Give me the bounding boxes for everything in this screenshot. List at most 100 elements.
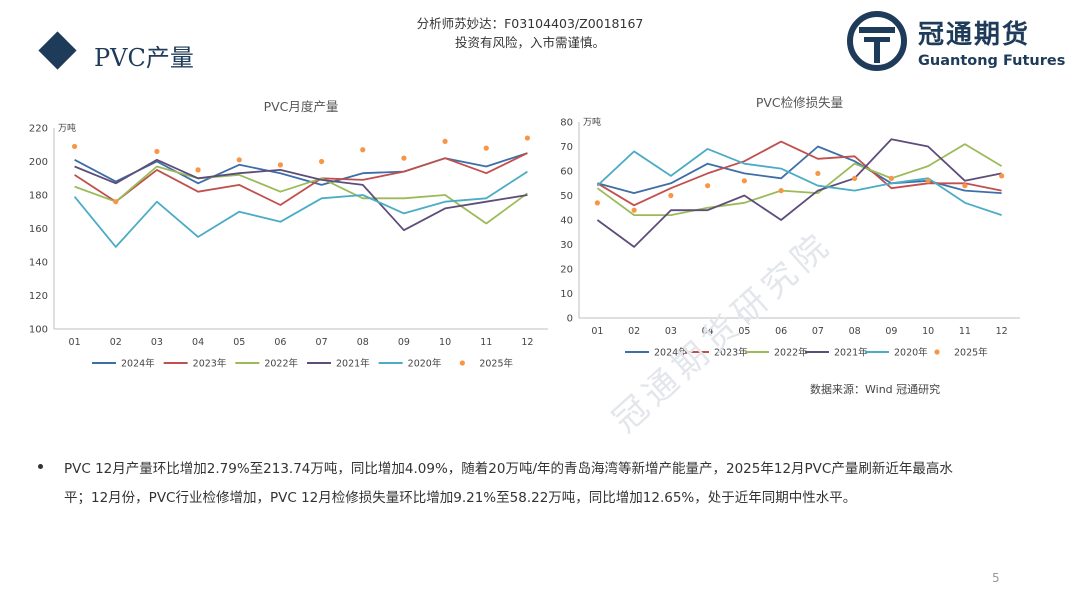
y-tick-label: 30 <box>560 240 573 251</box>
legend-label: 2021年 <box>834 347 868 359</box>
series-line-2022年 <box>74 165 528 225</box>
series-line-2021年 <box>596 138 1002 248</box>
x-tick-label: 01 <box>591 326 603 337</box>
title-diamond-icon <box>38 31 77 70</box>
page-number: 5 <box>992 571 1000 585</box>
x-tick-label: 03 <box>151 337 163 348</box>
x-tick-label: 08 <box>849 326 861 337</box>
analyst-line: 分析师苏妙达：F03104403/Z0018167 <box>416 16 644 31</box>
y-tick-label: 180 <box>29 191 48 202</box>
data-point-2025年 <box>631 207 637 213</box>
x-tick-label: 05 <box>738 326 750 337</box>
y-tick-label: 200 <box>29 157 48 168</box>
x-tick-label: 06 <box>775 326 787 337</box>
x-tick-label: 02 <box>110 337 122 348</box>
logo-english-name: Guantong Futures <box>918 53 1066 69</box>
data-point-2025年 <box>852 175 858 181</box>
x-tick-label: 07 <box>812 326 824 337</box>
series-line-2024年 <box>74 152 528 186</box>
company-logo: 冠通期货 Guantong Futures <box>846 10 1076 74</box>
data-source: 数据来源：Wind 冠通研究 <box>810 383 941 396</box>
chart-title: PVC检修损失量 <box>756 95 843 110</box>
data-point-2025年 <box>277 162 284 168</box>
analyst-info: 分析师苏妙达：F03104403/Z0018167 投资有风险，入市需谨慎。 <box>380 14 680 52</box>
series-line-2023年 <box>596 140 1002 207</box>
y-tick-label: 50 <box>560 191 573 202</box>
x-tick-label: 04 <box>702 326 714 337</box>
legend-label: 2024年 <box>654 347 688 359</box>
data-point-2025年 <box>668 192 674 199</box>
legend-label: 2024年 <box>121 358 155 370</box>
data-point-2025年 <box>815 170 821 177</box>
legend-label: 2020年 <box>894 347 928 359</box>
data-point-2025年 <box>401 155 407 161</box>
x-tick-label: 09 <box>398 337 410 348</box>
y-tick-label: 100 <box>29 325 48 336</box>
y-tick-label: 20 <box>560 265 573 276</box>
data-point-2025年 <box>195 167 201 173</box>
data-point-2025年 <box>778 188 784 194</box>
data-point-2025年 <box>925 178 931 184</box>
data-point-2025年 <box>594 200 600 206</box>
legend-label: 2023年 <box>193 358 227 370</box>
series-line-2020年 <box>73 170 528 248</box>
data-point-2025年 <box>236 157 242 163</box>
data-point-2025年 <box>71 143 78 150</box>
legend-label: 2021年 <box>336 358 370 370</box>
data-point-2025年 <box>113 199 119 205</box>
x-tick-label: 04 <box>192 337 204 348</box>
legend-label: 2022年 <box>774 347 808 359</box>
legend-label: 2020年 <box>408 358 442 370</box>
x-tick-label: 02 <box>628 326 640 337</box>
series-line-2021年 <box>74 158 528 232</box>
x-tick-label: 08 <box>357 337 369 348</box>
y-tick-label: 220 <box>29 124 48 135</box>
legend-marker <box>459 360 465 366</box>
y-tick-label: 70 <box>560 142 573 153</box>
data-point-2025年 <box>318 158 325 165</box>
y-tick-label: 40 <box>560 216 573 227</box>
logo-mark-icon <box>847 11 907 71</box>
x-tick-label: 12 <box>521 337 533 348</box>
risk-line: 投资有风险，入市需谨慎。 <box>454 35 605 50</box>
legend-label: 2025年 <box>954 347 988 359</box>
y-tick-label: 0 <box>567 314 573 325</box>
x-tick-label: 01 <box>69 337 81 348</box>
series-line-2020年 <box>596 148 1002 216</box>
y-tick-label: 10 <box>560 289 573 300</box>
y-tick-label: 80 <box>560 118 573 129</box>
data-point-2025年 <box>999 173 1005 179</box>
x-tick-label: 10 <box>439 337 451 348</box>
data-point-2025年 <box>524 135 531 141</box>
commentary-text: PVC 12月产量环比增加2.79%至213.74万吨，同比增加4.09%，随着… <box>64 461 953 506</box>
x-tick-label: 12 <box>996 326 1008 337</box>
x-tick-label: 11 <box>959 326 971 337</box>
data-point-2025年 <box>360 147 366 153</box>
y-tick-label: 60 <box>560 167 573 178</box>
data-point-2025年 <box>442 138 448 144</box>
data-point-2025年 <box>962 183 968 189</box>
x-tick-label: 09 <box>885 326 897 337</box>
data-point-2025年 <box>741 178 747 184</box>
x-tick-label: 10 <box>922 326 934 337</box>
data-point-2025年 <box>154 148 160 155</box>
y-tick-label: 160 <box>29 224 48 235</box>
x-tick-label: 11 <box>480 337 492 348</box>
x-tick-label: 03 <box>665 326 677 337</box>
page-title: PVC产量 <box>94 44 194 72</box>
bullet-icon <box>38 464 43 469</box>
y-axis-unit-label: 万吨 <box>583 116 601 128</box>
logo-chinese-name: 冠通期货 <box>918 20 1031 50</box>
data-point-2025年 <box>888 175 894 181</box>
x-tick-label: 05 <box>233 337 245 348</box>
x-tick-label: 06 <box>274 337 286 348</box>
series-line-2023年 <box>74 152 528 206</box>
y-tick-label: 120 <box>29 291 48 302</box>
data-point-2025年 <box>483 145 489 151</box>
data-point-2025年 <box>705 183 711 189</box>
legend-marker <box>934 349 940 355</box>
legend-label: 2022年 <box>264 358 298 370</box>
y-axis-unit-label: 万吨 <box>58 122 76 134</box>
legend-label: 2023年 <box>714 347 748 359</box>
